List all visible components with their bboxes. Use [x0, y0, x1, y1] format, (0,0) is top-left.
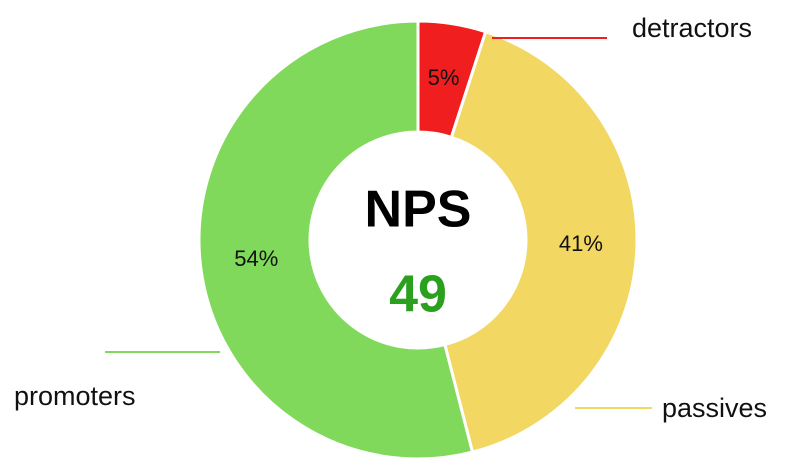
value-label: 5%	[428, 65, 460, 90]
value-label: 41%	[559, 231, 603, 256]
center-value: 49	[389, 266, 447, 324]
category-label: promoters	[14, 381, 136, 411]
donut-segment	[197, 19, 475, 459]
value-label: 54%	[234, 246, 278, 271]
category-label: passives	[662, 393, 767, 423]
center-label: NPS	[365, 181, 472, 239]
category-label: detractors	[632, 13, 752, 43]
donut-segment	[443, 29, 639, 454]
